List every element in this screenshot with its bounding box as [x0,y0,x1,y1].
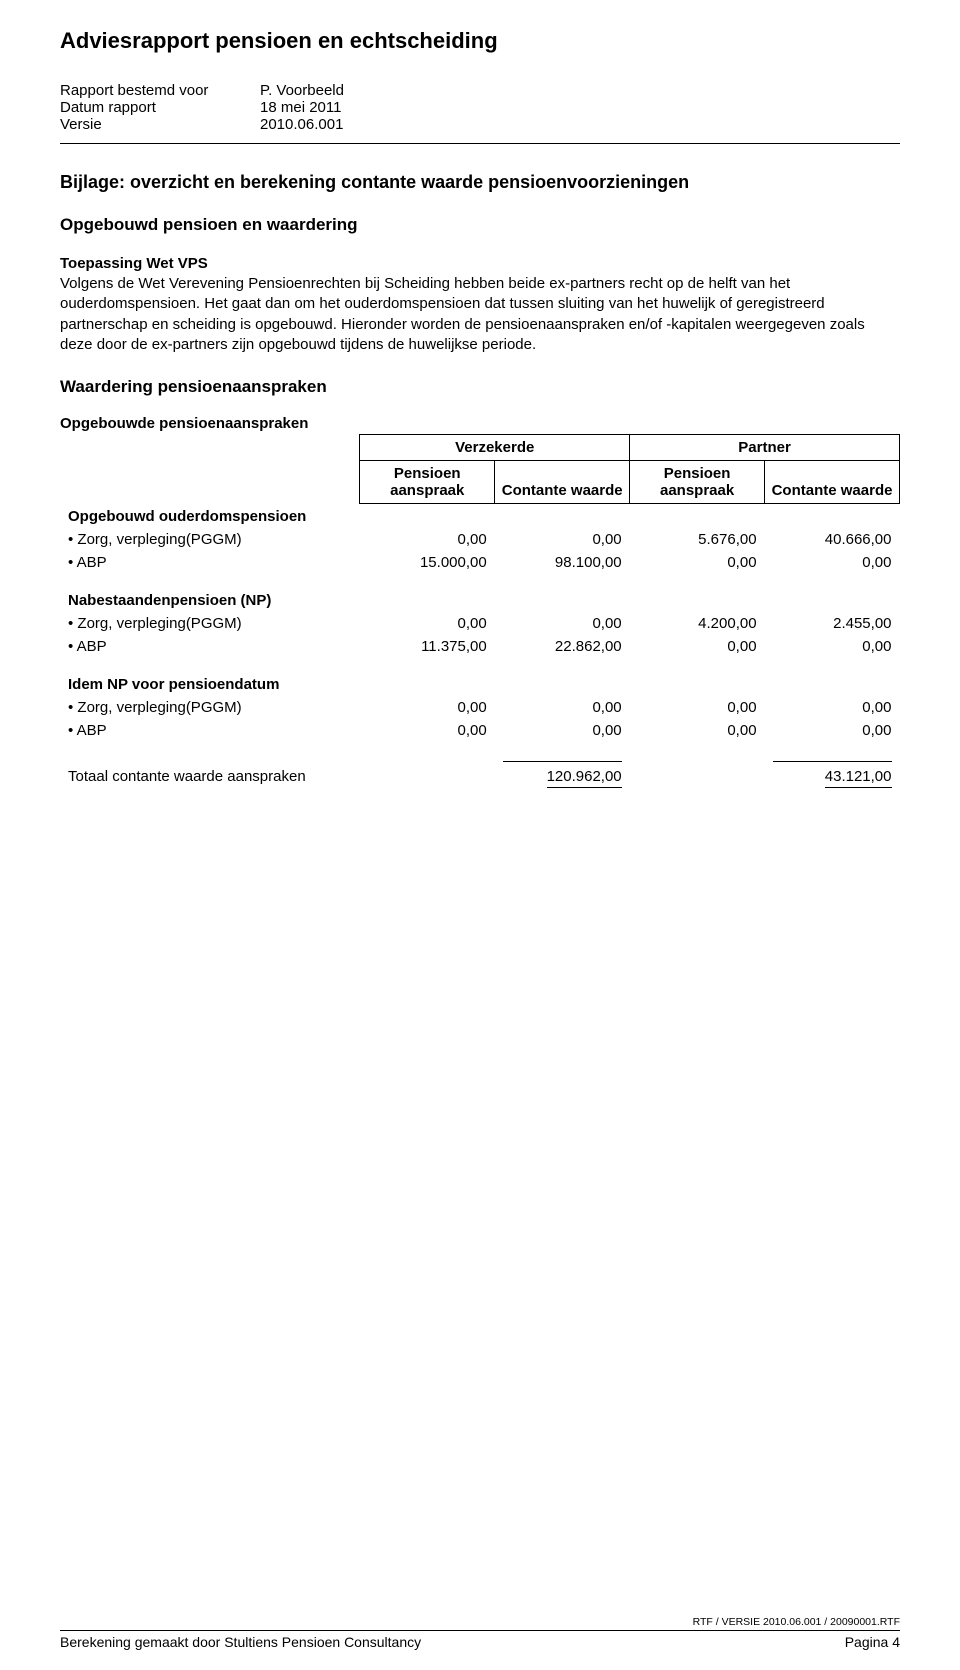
table-header-group-row: Verzekerde Partner [60,435,900,461]
row-label: ABP [60,635,360,658]
cell: 0,00 [630,635,765,658]
table-total-row: Totaal contante waarde aanspraken 120.96… [60,765,900,788]
table-header-col-row: Pensioen aanspraak Contante waarde Pensi… [60,461,900,504]
total-partner: 43.121,00 [825,768,892,788]
bijlage-subheading: Opgebouwd pensioen en waardering [60,215,900,235]
cell: 15.000,00 [360,551,495,574]
meta-block: Rapport bestemd voor P. Voorbeeld Datum … [60,82,900,133]
col-header-line1: Contante waarde [765,482,899,499]
row-label: ABP [60,551,360,574]
row-label: ABP [60,719,360,742]
waardering-title: Waardering pensioenaanspraken [60,377,900,397]
cell: 0,00 [495,719,630,742]
footer-left: Berekening gemaakt door Stultiens Pensio… [60,1634,421,1650]
table-row: ABP 11.375,00 22.862,00 0,00 0,00 [60,635,900,658]
cell: 0,00 [765,551,900,574]
table-section-heading: Opgebouwd ouderdomspensioen [60,504,900,529]
meta-row: Rapport bestemd voor P. Voorbeeld [60,82,900,99]
cell: 40.666,00 [765,528,900,551]
col-header-line1: Pensioen aanspraak [630,465,764,499]
meta-value: 18 mei 2011 [260,99,341,116]
cell: 0,00 [765,719,900,742]
page-footer: RTF / VERSIE 2010.06.001 / 20090001.RTF … [60,1616,900,1650]
table-row: ABP 0,00 0,00 0,00 0,00 [60,719,900,742]
cell: 2.455,00 [765,612,900,635]
row-label: Zorg, verpleging(PGGM) [60,696,360,719]
cell: 0,00 [360,719,495,742]
footer-version: RTF / VERSIE 2010.06.001 / 20090001.RTF [60,1616,900,1628]
cell: 0,00 [495,612,630,635]
total-label: Totaal contante waarde aanspraken [60,765,360,788]
toepassing-label: Toepassing Wet VPS [60,255,900,272]
group-header-verzekerde: Verzekerde [360,435,630,461]
section-heading-text: Idem NP voor pensioendatum [60,658,900,696]
meta-label: Versie [60,116,260,133]
cell: 0,00 [765,635,900,658]
total-rule [773,761,892,762]
col-header-line1: Pensioen aanspraak [360,465,494,499]
cell: 0,00 [630,696,765,719]
cell: 11.375,00 [360,635,495,658]
col-header-line1: Contante waarde [495,482,629,499]
meta-row: Datum rapport 18 mei 2011 [60,99,900,116]
pension-table: Verzekerde Partner Pensioen aanspraak Co… [60,434,900,788]
bijlage-title: Bijlage: overzicht en berekening contant… [60,172,900,193]
waardering-subtitle: Opgebouwde pensioenaanspraken [60,415,900,432]
row-label: Zorg, verpleging(PGGM) [60,612,360,635]
cell: 0,00 [765,696,900,719]
row-label: Zorg, verpleging(PGGM) [60,528,360,551]
cell: 98.100,00 [495,551,630,574]
col-header: Contante waarde [765,461,900,504]
table-section-heading: Nabestaandenpensioen (NP) [60,574,900,612]
table-row: Zorg, verpleging(PGGM) 0,00 0,00 5.676,0… [60,528,900,551]
cell: 0,00 [360,696,495,719]
col-header: Pensioen aanspraak [360,461,495,504]
table-row: Zorg, verpleging(PGGM) 0,00 0,00 0,00 0,… [60,696,900,719]
cell: 0,00 [630,551,765,574]
footer-row: Berekening gemaakt door Stultiens Pensio… [60,1630,900,1650]
document-title: Adviesrapport pensioen en echtscheiding [60,28,900,54]
cell: 22.862,00 [495,635,630,658]
col-header: Pensioen aanspraak [630,461,765,504]
cell: 0,00 [360,612,495,635]
cell: 5.676,00 [630,528,765,551]
meta-row: Versie 2010.06.001 [60,116,900,133]
table-section-heading: Idem NP voor pensioendatum [60,658,900,696]
section-heading-text: Opgebouwd ouderdomspensioen [60,504,900,529]
cell: 0,00 [495,528,630,551]
table-row: ABP 15.000,00 98.100,00 0,00 0,00 [60,551,900,574]
table-row: Zorg, verpleging(PGGM) 0,00 0,00 4.200,0… [60,612,900,635]
footer-right: Pagina 4 [845,1634,900,1650]
toepassing-text: Volgens de Wet Verevening Pensioenrechte… [60,274,900,355]
table-row-spacer [60,742,900,765]
section-heading-text: Nabestaandenpensioen (NP) [60,574,900,612]
total-verzekerde: 120.962,00 [547,768,622,788]
total-rule [503,761,622,762]
meta-label: Datum rapport [60,99,260,116]
page: Adviesrapport pensioen en echtscheiding … [0,0,960,1670]
cell: 0,00 [495,696,630,719]
meta-value: 2010.06.001 [260,116,343,133]
meta-value: P. Voorbeeld [260,82,344,99]
meta-label: Rapport bestemd voor [60,82,260,99]
cell: 0,00 [630,719,765,742]
group-header-partner: Partner [630,435,900,461]
col-header: Contante waarde [495,461,630,504]
divider [60,143,900,144]
cell: 0,00 [360,528,495,551]
cell: 4.200,00 [630,612,765,635]
